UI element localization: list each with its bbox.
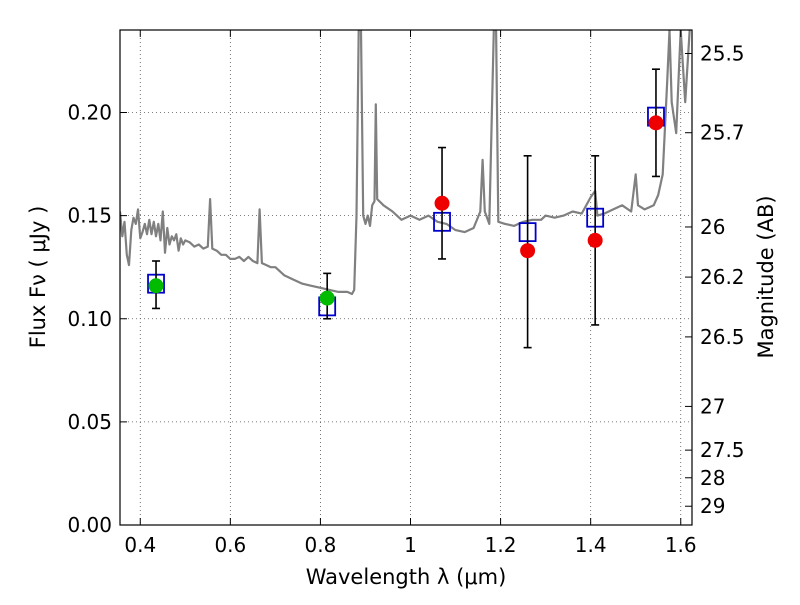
y-tick-label: 0.10	[67, 307, 112, 331]
flux-measurement-point	[148, 278, 164, 294]
y-tick-label: 0.00	[67, 513, 112, 537]
right-tick-label: 25.5	[700, 42, 745, 66]
data-layer	[120, 30, 691, 349]
x-tick-label: 0.6	[214, 533, 246, 557]
grid-layer	[120, 30, 692, 525]
y-axis-label: Flux Fν ( μJy )	[26, 206, 50, 349]
flux-measurement-point	[648, 115, 664, 131]
y-tick-label: 0.15	[67, 204, 112, 228]
x-tick-label: 0.8	[305, 533, 337, 557]
y-tick-label: 0.05	[67, 410, 112, 434]
flux-measurement-point	[520, 243, 536, 259]
x-tick-label: 1.4	[575, 533, 607, 557]
right-tick-label: 26	[700, 215, 725, 239]
right-tick-label: 27	[700, 394, 725, 418]
x-tick-label: 1	[404, 533, 417, 557]
right-tick-label: 27.5	[700, 438, 745, 462]
x-tick-label: 0.4	[124, 533, 156, 557]
right-tick-label: 25.7	[700, 121, 745, 145]
flux-measurement-point	[587, 232, 603, 248]
x-tick-label: 1.2	[485, 533, 517, 557]
right-tick-label: 29	[700, 494, 725, 518]
plot-frame	[119, 29, 693, 526]
x-axis-label: Wavelength λ (μm)	[306, 565, 507, 589]
right-tick-label: 26.2	[700, 265, 745, 289]
axis-layer: 0.4 0.6 0.8 1 1.2 1.4 1.6 0.00 0.05 0.10 0.15 0.20 2…	[67, 30, 745, 557]
x-tick-label: 1.6	[665, 533, 697, 557]
right-tick-label: 26.5	[700, 325, 745, 349]
right-axis-label: Magnitude (AB)	[754, 195, 778, 358]
y-tick-label: 0.20	[67, 101, 112, 125]
spectrum-line	[120, 30, 691, 296]
right-tick-label: 28	[700, 466, 725, 490]
flux-measurement-point	[319, 290, 335, 306]
flux-measurement-point	[434, 195, 450, 211]
